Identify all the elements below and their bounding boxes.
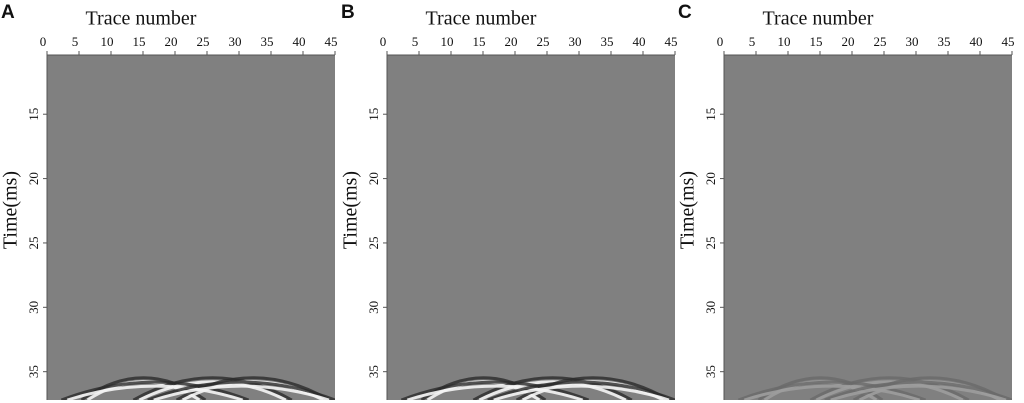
x-axis-title: Trace number [763, 8, 874, 30]
y-tick-label: 35 [366, 365, 381, 378]
y-axis-title: Time(ms) [0, 171, 22, 249]
event-bright [406, 384, 584, 400]
panel-letter: A [1, 2, 15, 23]
x-tick-label: 25 [197, 34, 210, 49]
x-tick-label: 40 [293, 34, 306, 49]
x-tick-label: 0 [717, 34, 724, 49]
event-dark [472, 376, 633, 400]
y-tick-label: 25 [26, 236, 41, 249]
x-tick-label: 15 [133, 34, 146, 49]
seismic-image [47, 55, 335, 400]
event-dark [809, 376, 970, 400]
x-tick-label: 5 [412, 34, 419, 49]
x-tick-label: 25 [537, 34, 550, 49]
x-tick-label: 30 [906, 34, 919, 49]
x-tick-label: 0 [380, 34, 387, 49]
events [400, 376, 675, 400]
y-tick-label: 35 [26, 365, 41, 378]
event-bright [153, 384, 330, 400]
event-dark [132, 376, 293, 400]
panel-letter: C [678, 2, 692, 23]
event-bright [493, 384, 670, 400]
y-tick-label: 35 [703, 365, 718, 378]
event-bright [66, 384, 244, 400]
x-tick-label: 40 [970, 34, 983, 49]
event-bright [815, 380, 964, 400]
x-tick-label: 15 [810, 34, 823, 49]
seismic-image [387, 55, 675, 400]
event-bright [478, 380, 627, 400]
x-tick-label: 10 [778, 34, 791, 49]
x-tick-label: 30 [229, 34, 242, 49]
panel: B Trace number Time(ms) 0 5 10 15 20 25 30 35 40 45 1… [340, 2, 678, 400]
y-tick-label: 15 [703, 108, 718, 121]
x-tick-label: 35 [261, 34, 274, 49]
event-dark [147, 380, 335, 400]
x-tick-label: 45 [325, 34, 338, 49]
x-tick-label: 20 [842, 34, 855, 49]
y-tick-label: 20 [366, 172, 381, 185]
x-axis-title: Trace number [426, 8, 537, 30]
x-tick-label: 30 [569, 34, 582, 49]
event-dark [487, 380, 675, 400]
event-bright [743, 384, 921, 400]
seismic-image [724, 55, 1012, 400]
x-tick-label: 40 [633, 34, 646, 49]
y-tick-label: 15 [26, 108, 41, 121]
y-axis-title: Time(ms) [340, 171, 362, 249]
event-dark [60, 380, 250, 400]
x-tick-label: 5 [749, 34, 756, 49]
y-tick-label: 30 [703, 301, 718, 314]
y-tick-label: 25 [366, 236, 381, 249]
x-tick-label: 20 [505, 34, 518, 49]
x-tick-label: 45 [665, 34, 678, 49]
x-tick-label: 15 [473, 34, 486, 49]
x-tick-label: 5 [72, 34, 79, 49]
y-tick-label: 30 [366, 301, 381, 314]
event-bright [763, 380, 878, 400]
y-tick-label: 15 [366, 108, 381, 121]
y-tick-label: 25 [703, 236, 718, 249]
x-tick-label: 25 [874, 34, 887, 49]
event-dark [757, 376, 884, 400]
x-tick-label: 10 [101, 34, 114, 49]
event-bright [858, 380, 1001, 400]
event-dark [400, 380, 590, 400]
panel: C Trace number Time(ms) 0 5 10 15 20 25 30 35 40 45 1… [677, 2, 1015, 400]
x-tick-label: 10 [441, 34, 454, 49]
events [60, 376, 335, 400]
y-tick-label: 20 [703, 172, 718, 185]
x-tick-label: 35 [601, 34, 614, 49]
y-tick-label: 30 [26, 301, 41, 314]
event-dark [737, 380, 927, 400]
events [737, 376, 1012, 400]
event-dark [852, 376, 1007, 400]
x-tick-label: 35 [938, 34, 951, 49]
event-dark [824, 380, 1012, 400]
event-bright [138, 380, 287, 400]
x-tick-label: 45 [1002, 34, 1015, 49]
x-axis-title: Trace number [86, 8, 197, 30]
y-axis-title: Time(ms) [677, 171, 699, 249]
panel: A Trace number Time(ms) 0 5 10 15 20 25 30 35 40 45 1… [0, 2, 338, 400]
panel-letter: B [341, 2, 355, 23]
y-tick-label: 20 [26, 172, 41, 185]
x-tick-label: 20 [165, 34, 178, 49]
event-bright [830, 384, 1007, 400]
x-tick-label: 0 [40, 34, 47, 49]
